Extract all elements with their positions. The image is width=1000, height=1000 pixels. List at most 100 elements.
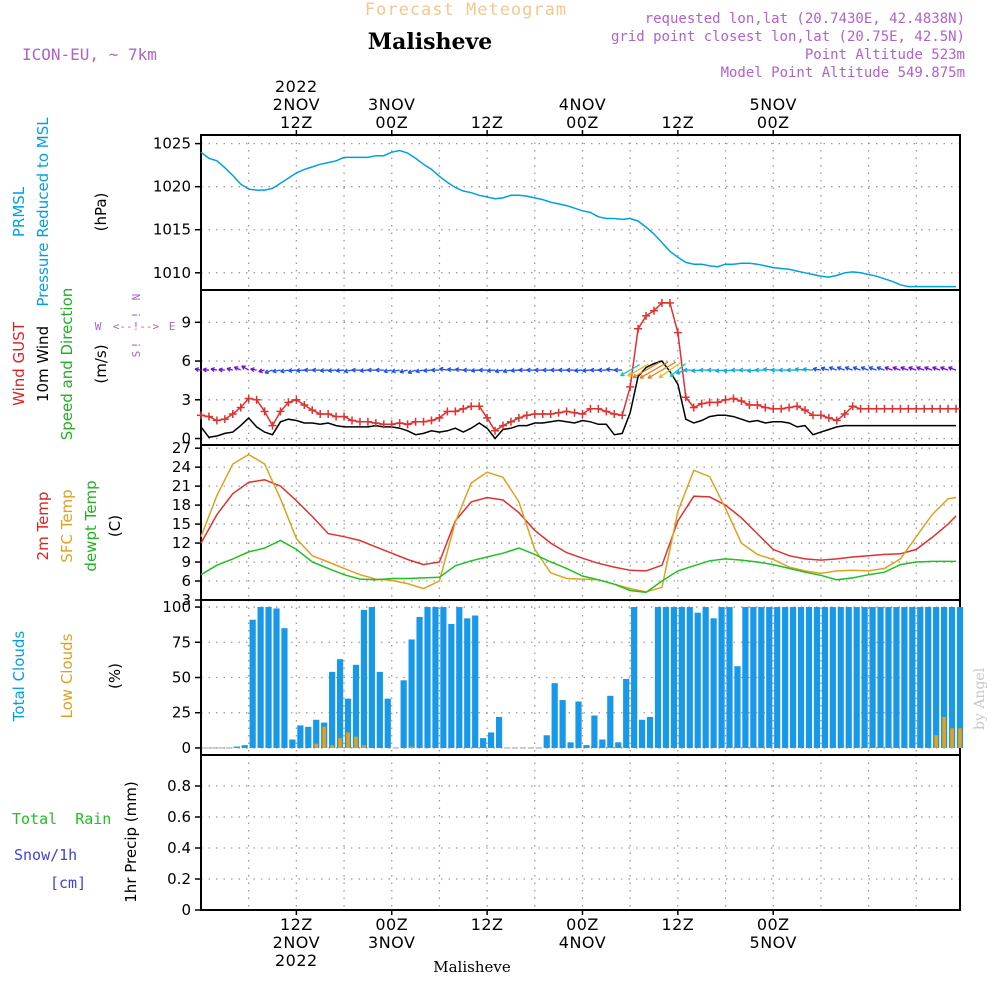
wind-label: (m/s)	[92, 344, 110, 383]
wind-direction-arrow	[658, 362, 681, 379]
time-label-bottom: 2NOV	[273, 933, 320, 952]
arrow-shaft	[639, 361, 669, 379]
compass-vd: !	[130, 342, 143, 349]
wind-direction-arrow	[486, 368, 496, 373]
gust-marker	[244, 394, 253, 403]
time-label-top: 2NOV	[273, 95, 320, 114]
model-label: ICON-EU, ~ 7km	[22, 45, 157, 64]
gust-marker	[729, 394, 738, 403]
wind-direction-arrow	[202, 367, 210, 373]
gust-marker	[952, 404, 961, 413]
wind-direction-arrow	[627, 363, 649, 377]
ytick-label: 0	[181, 430, 191, 448]
total-cloud-bar	[400, 680, 407, 748]
ytick-label: 6	[181, 572, 191, 590]
total-cloud-bar	[758, 607, 765, 748]
gust-marker	[928, 404, 937, 413]
arrow-head	[566, 369, 571, 373]
total-cloud-bar	[925, 607, 932, 748]
ytick-label: 9	[181, 313, 191, 331]
wind-direction-arrow	[632, 362, 660, 379]
total-cloud-bar	[495, 716, 503, 748]
total-cloud-bar	[241, 745, 248, 748]
arrow-head	[812, 368, 817, 372]
wind-direction-arrow	[454, 367, 464, 373]
wind-direction-arrow	[852, 366, 861, 371]
arrow-head	[683, 369, 688, 373]
gust-marker	[522, 411, 531, 420]
wind-direction-arrow	[194, 367, 202, 373]
sfctemp-series	[200, 453, 957, 593]
arrow-head	[924, 366, 928, 371]
arrow-head	[343, 370, 349, 374]
time-label-bottom: 4NOV	[559, 933, 606, 952]
low-cloud-bar	[330, 745, 334, 748]
dewpt-series	[200, 539, 956, 594]
gust-marker	[316, 410, 325, 418]
panel-pressure: 1010 1015 1020 1025	[153, 134, 961, 291]
total-cloud-bar	[567, 742, 574, 748]
wind-direction-arrow	[415, 368, 424, 374]
gust-marker	[578, 410, 587, 418]
time-label-bottom: 00Z	[566, 915, 599, 934]
compass-s: S	[130, 351, 143, 358]
total-cloud-bar	[336, 659, 344, 748]
gust-marker	[872, 404, 881, 413]
wind-direction-arrow	[218, 367, 225, 373]
gust-marker	[745, 400, 754, 409]
time-label-top: 12Z	[471, 113, 504, 132]
arrow-head	[590, 369, 595, 373]
arrow-head	[407, 372, 413, 375]
arrow-head	[900, 366, 904, 371]
total-cloud-bar	[416, 616, 423, 748]
total-cloud-bar	[551, 683, 558, 748]
arrow-head	[502, 370, 508, 374]
total-cloud-bar	[305, 726, 312, 748]
ytick-label: 1025	[153, 135, 191, 153]
ytick-label: 6	[181, 352, 191, 370]
gust-marker	[761, 403, 770, 412]
legend-total-rain: Total Rain	[12, 810, 111, 828]
gust-marker	[332, 412, 341, 421]
gust-marker	[673, 328, 682, 337]
total-cloud-bar	[265, 607, 272, 748]
wind-direction-arrow	[812, 366, 822, 372]
arrow-head	[916, 366, 920, 371]
wind-direction-arrow	[647, 361, 677, 379]
low-cloud-bar	[942, 716, 946, 748]
ytick-label: 0.2	[167, 870, 191, 888]
wind-direction-arrow	[844, 366, 853, 371]
gust-marker	[371, 419, 380, 428]
total-cloud-bar	[329, 671, 336, 748]
ytick-label: 0.6	[167, 808, 191, 826]
gust-marker	[689, 403, 698, 412]
time-label-top: 2022	[275, 77, 318, 96]
total-cloud-bar	[853, 607, 860, 748]
wind-direction-arrow	[908, 366, 917, 371]
arrow-head	[250, 368, 255, 373]
total-cloud-bar	[487, 732, 495, 748]
gust-marker	[912, 404, 921, 413]
wind-direction-arrow	[502, 368, 512, 374]
wind-direction-arrow	[335, 368, 345, 373]
arrow-head	[454, 368, 459, 373]
total-cloud-bar	[782, 607, 789, 748]
wind-direction-arrow	[210, 367, 218, 373]
wind10m-series	[200, 360, 956, 440]
wind-direction-arrow	[439, 366, 448, 372]
gust-marker	[793, 402, 802, 411]
total-cloud-bar	[702, 607, 709, 748]
total-cloud-bar	[941, 607, 948, 748]
wind-direction-arrow	[836, 366, 845, 371]
gust-marker	[204, 412, 213, 421]
arrow-head	[731, 369, 736, 373]
arrow-head	[327, 370, 333, 373]
ytick-label: 0	[181, 739, 191, 757]
gust-marker	[427, 416, 436, 425]
arrow-head	[367, 369, 372, 373]
total-cloud-bar	[543, 735, 550, 748]
wind-direction-arrow	[375, 367, 384, 373]
wind-direction-arrow	[639, 361, 669, 379]
time-label-bottom: 12Z	[471, 915, 504, 934]
